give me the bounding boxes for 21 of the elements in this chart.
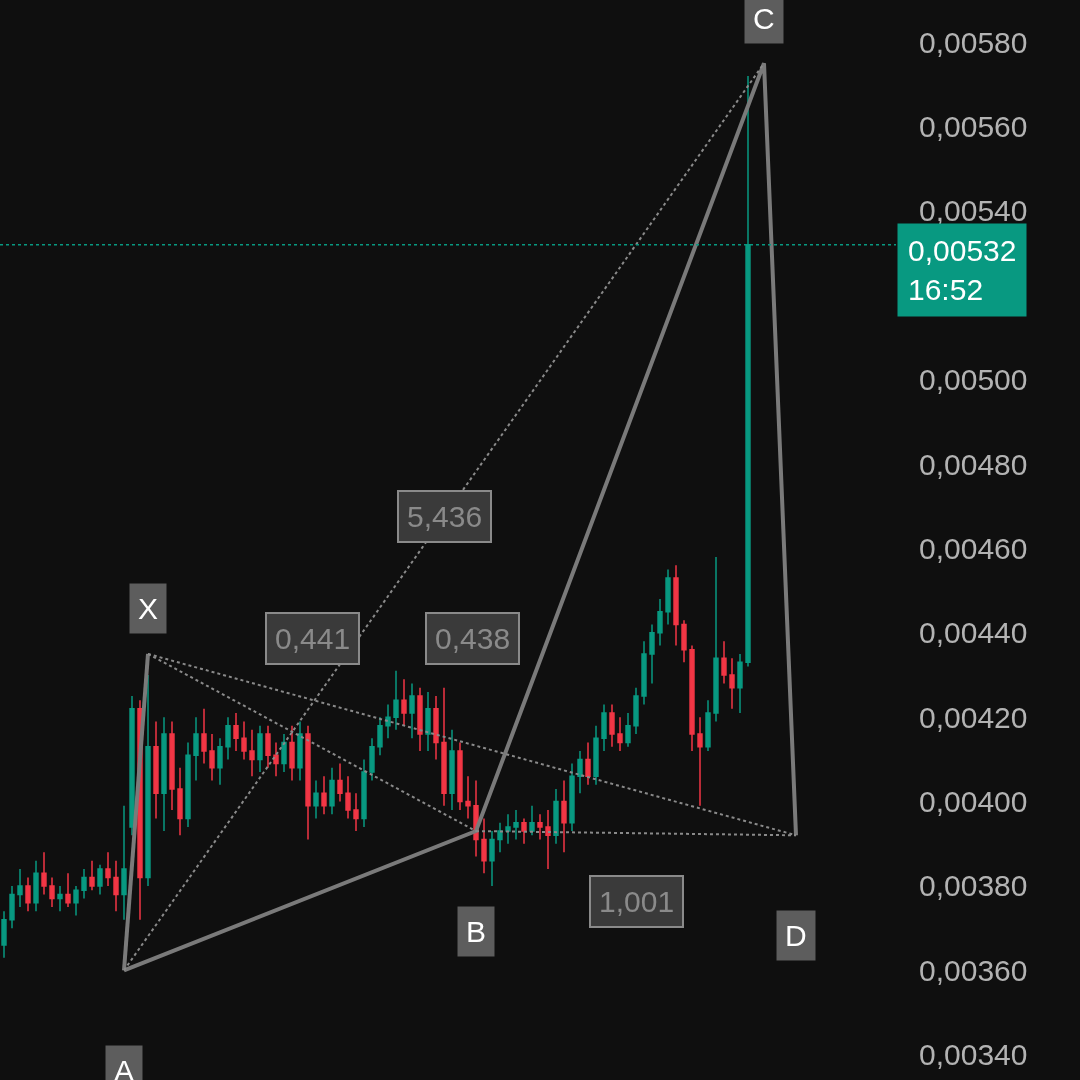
y-tick-label: 0,00540 [919, 194, 1028, 228]
y-tick-label: 0,00580 [919, 25, 1028, 59]
y-tick-label: 0,00440 [919, 616, 1028, 650]
annotation: D [785, 919, 807, 952]
ref-line-label: 0,00532 16:52 [908, 234, 1017, 306]
series-label: 1,001 [599, 885, 675, 918]
y-tick-label: 0,00400 [919, 785, 1028, 819]
annotation: C [753, 2, 775, 35]
y-tick-label: 0,00460 [919, 531, 1028, 565]
y-tick-label: 0,00340 [919, 1038, 1028, 1072]
y-tick-label: 0,00560 [919, 110, 1028, 144]
annotation: X [138, 592, 159, 625]
y-tick-label: 0,00420 [919, 700, 1028, 734]
y-tick-label: 0,00480 [919, 447, 1028, 481]
y-tick-label: 0,00360 [919, 953, 1028, 987]
series-label: 5,436 [407, 500, 483, 533]
y-tick-label: 0,00500 [919, 363, 1028, 397]
y-tick-label: 0,00380 [919, 869, 1028, 903]
annotation: B [466, 915, 487, 948]
series-label: 0,441 [275, 622, 351, 655]
text: 0,438 [435, 622, 511, 655]
